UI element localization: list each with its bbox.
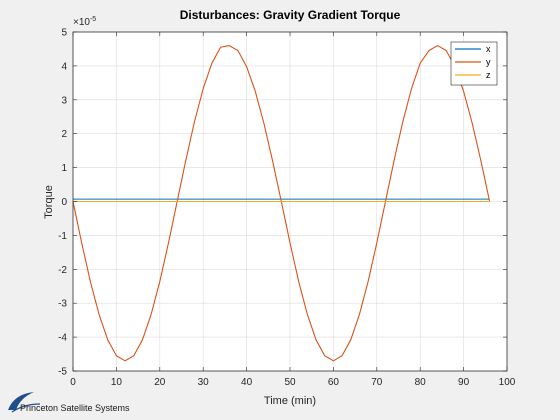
x-tick-label: 60 — [328, 377, 340, 388]
y-tick-label: -2 — [58, 265, 67, 276]
x-tick-label: 40 — [241, 377, 253, 388]
x-tick-label: 10 — [111, 377, 123, 388]
y-tick-label: 4 — [61, 61, 67, 72]
x-tick-label: 50 — [284, 377, 296, 388]
x-tick-label: 90 — [458, 377, 470, 388]
y-tick-label: 1 — [61, 163, 67, 174]
y-axis-label: Torque — [43, 185, 55, 219]
x-tick-label: 80 — [415, 377, 427, 388]
y-tick-label: 3 — [61, 95, 67, 106]
legend: xyz — [451, 42, 497, 85]
legend-entries: xyz — [455, 44, 491, 80]
y-tick-label: 5 — [61, 28, 67, 39]
x-tick-label: 70 — [371, 377, 383, 388]
y-tick-label: -1 — [58, 231, 67, 242]
y-tick-label: 2 — [61, 129, 67, 140]
footer-logo-text: Princeton Satellite Systems — [20, 403, 130, 413]
x-tick-label: 30 — [198, 377, 210, 388]
y-tick-label: -3 — [58, 299, 67, 310]
x-tick-label: 100 — [499, 377, 516, 388]
chart-title: Disturbances: Gravity Gradient Torque — [180, 8, 401, 22]
y-tick-label: 0 — [61, 197, 67, 208]
x-tick-label: 20 — [154, 377, 166, 388]
legend-label-y: y — [486, 57, 491, 67]
x-axis-label: Time (min) — [264, 395, 316, 407]
legend-label-x: x — [486, 44, 491, 54]
legend-label-z: z — [486, 70, 491, 80]
y-tick-label: -5 — [58, 367, 67, 378]
x-tick-label: 0 — [70, 377, 76, 388]
y-tick-label: -4 — [58, 333, 67, 344]
